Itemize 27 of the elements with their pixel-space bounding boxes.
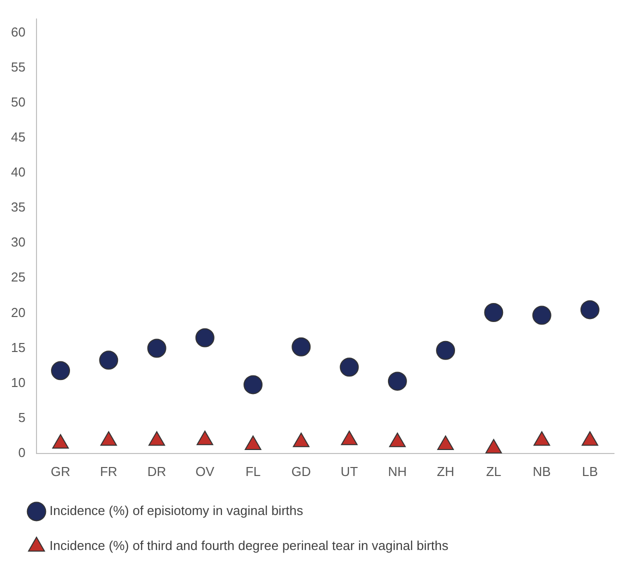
x-tick-label: NB <box>532 464 551 479</box>
y-tick-label: 20 <box>10 304 26 320</box>
y-tick-label: 60 <box>10 24 26 40</box>
y-tick-label: 45 <box>10 130 26 145</box>
y-tick-label: 5 <box>18 410 26 425</box>
x-tick-label: ZH <box>436 464 454 479</box>
x-tick-label: FL <box>245 464 261 479</box>
x-tick-label: OV <box>196 464 215 479</box>
y-tick-label: 50 <box>10 94 26 110</box>
y-tick-label: 10 <box>10 374 26 390</box>
x-tick-label: UT <box>340 464 358 479</box>
y-tick-label: 0 <box>18 444 26 460</box>
y-tick-label: 35 <box>10 200 26 215</box>
y-tick-label: 55 <box>10 59 26 74</box>
legend-label: Incidence (%) of third and fourth degree perineal tear in vaginal births <box>50 538 449 554</box>
y-tick-label: 15 <box>10 340 26 355</box>
x-tick-label: GR <box>50 464 70 479</box>
y-tick-label: 40 <box>10 164 26 180</box>
x-tick-label: FR <box>100 464 118 479</box>
x-tick-label: DR <box>147 464 166 479</box>
legend-label: Incidence (%) of episiotomy in vaginal births <box>50 503 304 518</box>
y-tick-label: 25 <box>10 270 26 285</box>
x-tick-label: ZL <box>486 464 502 479</box>
y-tick-label: 30 <box>10 234 26 250</box>
x-tick-label: NH <box>388 464 407 479</box>
x-tick-label: LB <box>582 464 598 479</box>
x-tick-label: GD <box>291 464 311 479</box>
